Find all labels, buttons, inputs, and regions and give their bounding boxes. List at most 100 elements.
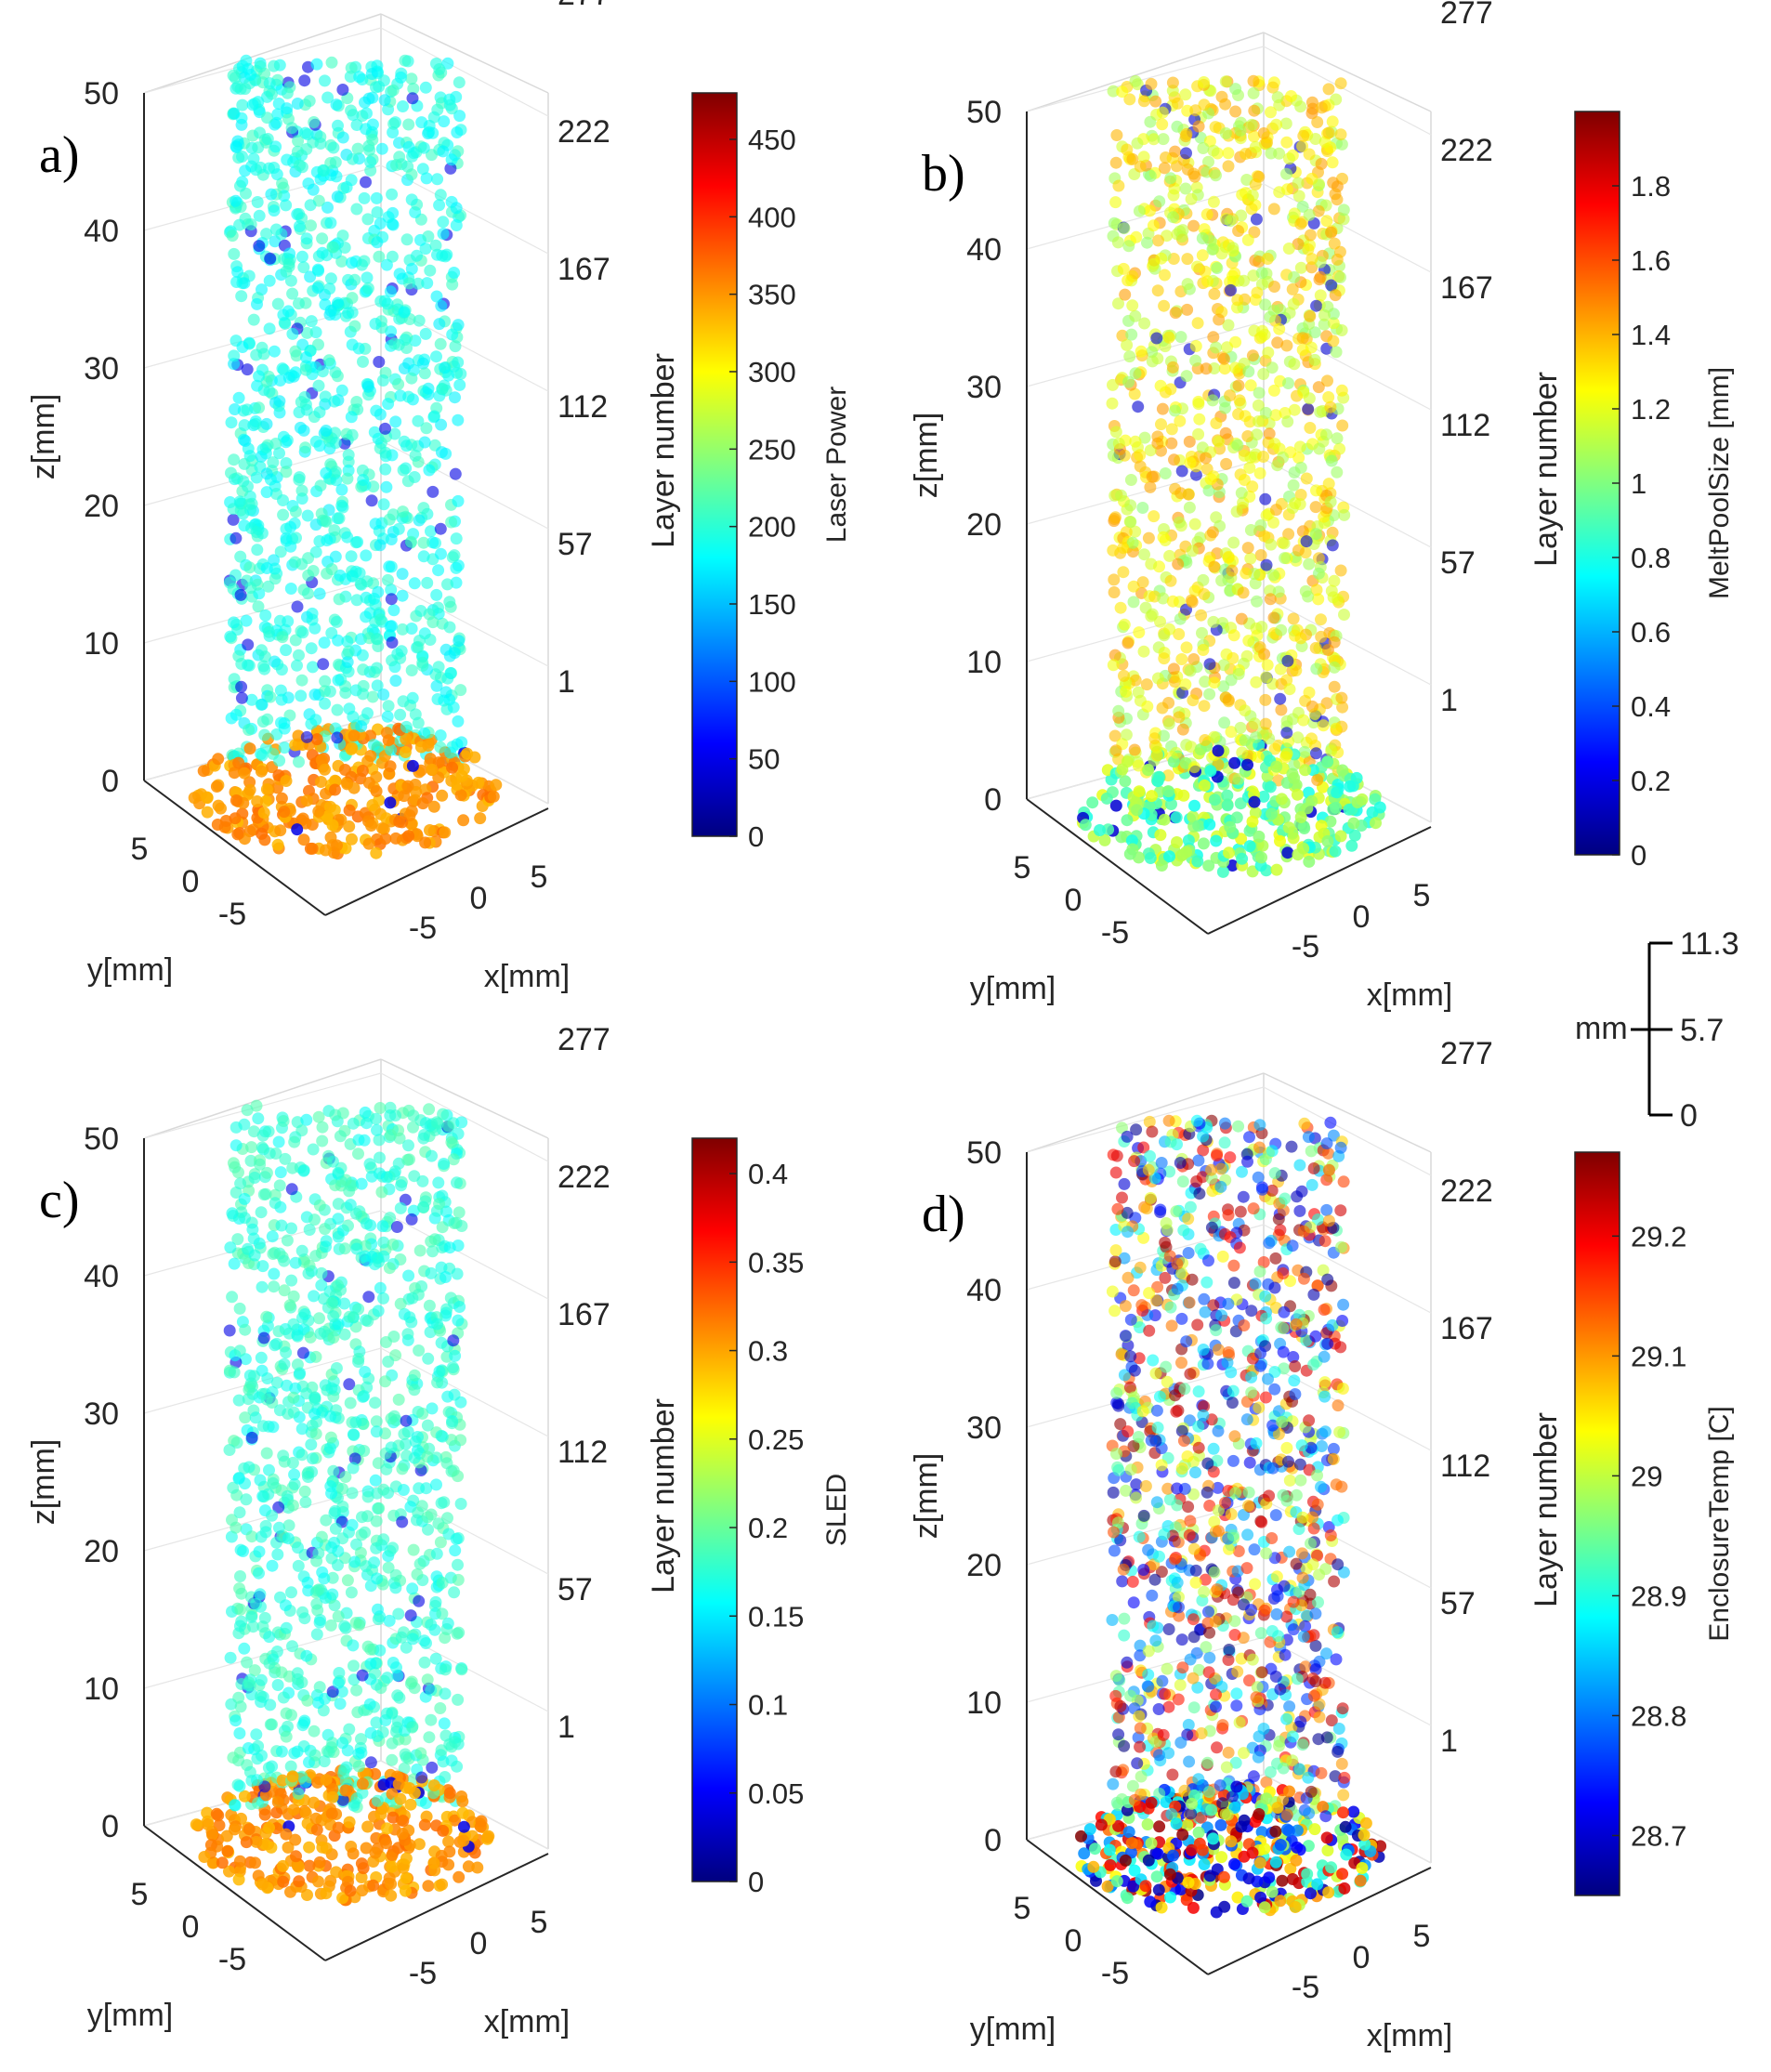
scatter-point xyxy=(405,623,418,635)
scatter-point xyxy=(447,701,460,714)
scatter-point xyxy=(405,664,418,676)
scatter-point xyxy=(1243,415,1256,428)
point-cloud xyxy=(190,1099,495,1907)
scatter-point xyxy=(315,1266,328,1279)
scatter-point xyxy=(1370,817,1382,830)
scatter-point xyxy=(453,1870,466,1883)
scatter-point xyxy=(1184,456,1197,469)
scatter-point xyxy=(370,1541,383,1554)
scatter-point xyxy=(427,800,440,813)
scatter-point xyxy=(314,1327,327,1340)
scatter-point xyxy=(1118,618,1131,631)
scatter-point xyxy=(1244,379,1257,392)
scatter-point xyxy=(451,1627,464,1640)
x-tick-label: 0 xyxy=(470,881,488,916)
scatter-point xyxy=(1246,349,1259,362)
scatter-point xyxy=(256,1878,269,1891)
scatter-point xyxy=(1206,243,1219,256)
scatter-point xyxy=(405,535,417,548)
scatter-point xyxy=(1265,106,1277,119)
scatter-point xyxy=(280,1346,293,1359)
scatter-point xyxy=(380,812,393,825)
scatter-point xyxy=(1306,102,1319,115)
scatter-point xyxy=(260,486,273,499)
scatter-point xyxy=(420,422,433,435)
scatter-point xyxy=(359,1526,372,1539)
scatter-point xyxy=(282,1519,295,1532)
scatter-point xyxy=(351,142,364,155)
scatter-point xyxy=(1344,780,1357,793)
scatter-point xyxy=(260,1393,273,1406)
scatter-point xyxy=(252,1112,265,1125)
scatter-point xyxy=(245,497,258,510)
scatter-point xyxy=(334,1698,347,1711)
scatter-point xyxy=(336,84,349,96)
scatter-point xyxy=(350,1242,363,1255)
scatter-point xyxy=(270,1806,283,1819)
scatter-point xyxy=(1159,269,1171,282)
scatter-point xyxy=(320,515,333,528)
scatter-point xyxy=(260,1166,273,1179)
scatter-point xyxy=(286,287,299,300)
scatter-point xyxy=(1146,355,1159,368)
scatter-point xyxy=(1200,452,1213,465)
scatter-point xyxy=(371,1123,383,1136)
scatter-point xyxy=(326,1790,339,1803)
scatter-point xyxy=(255,765,268,778)
scatter-point xyxy=(328,395,341,408)
scatter-point xyxy=(1189,104,1202,117)
scatter-point xyxy=(245,693,258,706)
scatter-point xyxy=(1351,796,1364,808)
scatter-point xyxy=(295,396,308,409)
scatter-point xyxy=(1192,120,1205,133)
scatter-point xyxy=(299,363,312,376)
scatter-point xyxy=(341,531,354,544)
scatter-point xyxy=(321,534,334,547)
panel-label: c) xyxy=(39,1172,80,1229)
scatter-point xyxy=(312,805,325,818)
scatter-point xyxy=(227,69,240,82)
scatter-point xyxy=(1247,74,1260,87)
scatter-point xyxy=(188,792,201,805)
scatter-point xyxy=(330,98,343,111)
scatter-point xyxy=(362,837,375,850)
scatter-point xyxy=(246,98,259,111)
scatter-point xyxy=(1181,278,1194,291)
scatter-point xyxy=(1161,769,1174,782)
scatter-point xyxy=(1146,470,1159,483)
scatter-point xyxy=(348,273,361,286)
scatter-point xyxy=(1128,387,1141,400)
scatter-point xyxy=(1115,489,1127,502)
z-axis-label: z[mm] xyxy=(26,394,61,480)
scatter-point xyxy=(398,306,411,319)
scatter-point xyxy=(243,1384,256,1397)
scatter-point xyxy=(330,1362,343,1374)
scatter-point xyxy=(292,1787,305,1800)
scatter-point xyxy=(384,760,397,773)
scatter-point xyxy=(1132,400,1145,413)
scatter-point xyxy=(316,1566,329,1579)
scatter-point xyxy=(418,1656,431,1669)
scatter-point xyxy=(282,1532,295,1545)
scatter-point xyxy=(452,1558,464,1571)
scatter-point xyxy=(1155,252,1168,265)
scatter-point xyxy=(1165,423,1178,436)
scatter-point xyxy=(1157,531,1170,544)
scatter-point xyxy=(1121,814,1134,827)
scatter-point xyxy=(1309,133,1322,145)
scatter-point xyxy=(210,780,223,793)
scatter-point xyxy=(1181,253,1194,266)
scatter-point xyxy=(273,754,286,767)
scatter-point xyxy=(394,1201,407,1214)
scatter-point xyxy=(225,466,237,479)
z-tick-label: 10 xyxy=(966,645,1002,680)
scatter-point xyxy=(368,592,381,605)
scatter-point xyxy=(253,1545,266,1558)
scatter-point xyxy=(338,1328,351,1341)
scatter-point xyxy=(1335,691,1348,704)
scatter-point xyxy=(400,233,413,246)
scatter-point xyxy=(259,441,272,454)
scatter-point xyxy=(287,1318,300,1331)
scatter-point xyxy=(1129,367,1142,380)
scatter-point xyxy=(271,1548,284,1561)
